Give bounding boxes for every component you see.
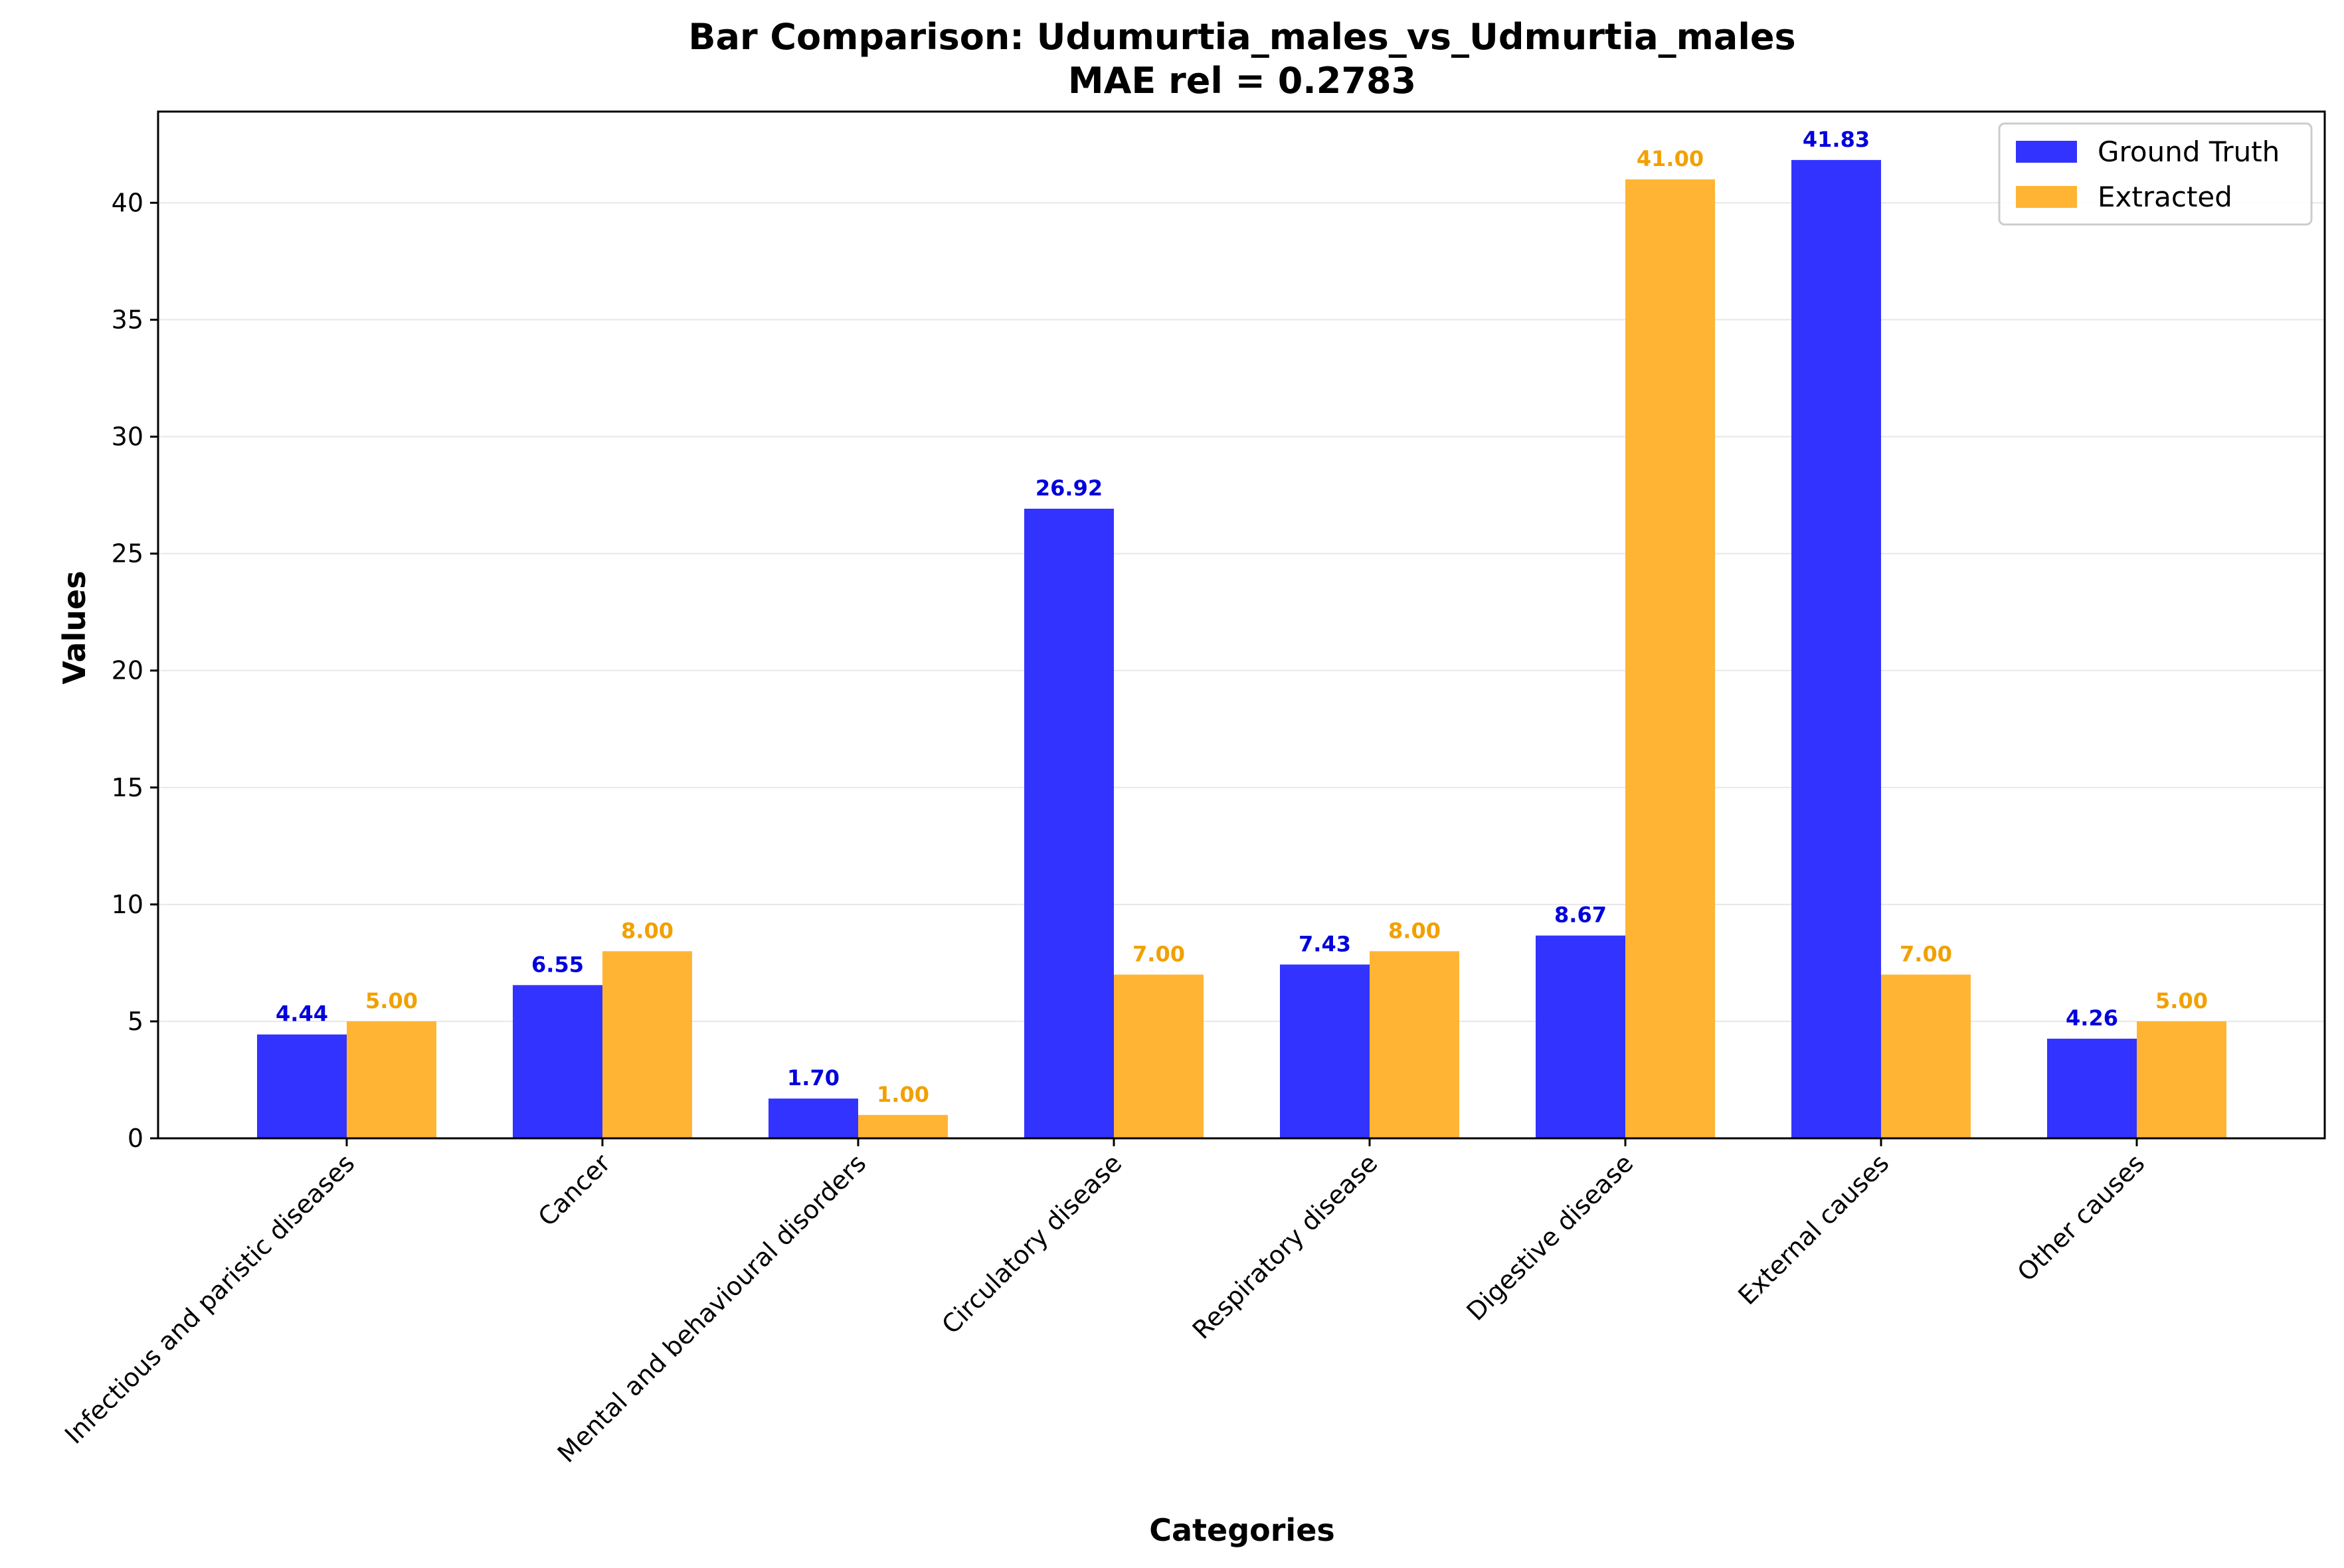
bar <box>1370 951 1459 1138</box>
y-tick-label: 25 <box>112 539 143 568</box>
legend-swatch <box>2016 141 2077 163</box>
bar <box>2047 1038 2137 1138</box>
bar <box>513 985 602 1138</box>
y-tick-label: 0 <box>128 1124 143 1153</box>
bar-value-label: 5.00 <box>2155 988 2208 1013</box>
bar-value-label: 41.00 <box>1637 146 1704 171</box>
bar-value-label: 4.44 <box>276 1002 328 1027</box>
plot-area-frame <box>157 110 2326 1140</box>
bar-value-label: 7.43 <box>1299 931 1351 956</box>
chart-title: Bar Comparison: Udumurtia_males_vs_Udmur… <box>688 16 1795 58</box>
bar <box>1114 974 1204 1138</box>
y-tick-label: 5 <box>128 1007 143 1036</box>
chart-subtitle: MAE rel = 0.2783 <box>1068 60 1416 102</box>
legend-label: Ground Truth <box>2098 135 2280 168</box>
bar-value-label: 6.55 <box>531 952 584 977</box>
y-tick-label: 10 <box>112 890 143 919</box>
bar <box>1791 159 1881 1138</box>
bar <box>2137 1021 2226 1138</box>
bar-value-label: 7.00 <box>1900 941 1952 966</box>
bar <box>1280 964 1370 1138</box>
x-axis-label: Categories <box>1149 1512 1335 1548</box>
bar-value-label: 8.00 <box>621 918 674 943</box>
bar-value-label: 26.92 <box>1036 476 1103 501</box>
legend-label: Extracted <box>2098 181 2232 213</box>
bar-value-label: 41.83 <box>1803 127 1870 152</box>
bar <box>257 1034 347 1138</box>
value-labels: 4.44 5.00 6.55 8.00 1.70 1.00 26.92 7.00 7.43 8.0… <box>276 127 2208 1107</box>
y-tick-label: 20 <box>112 656 143 685</box>
bar-value-label: 8.67 <box>1554 903 1607 928</box>
bar-value-label: 5.00 <box>365 988 418 1013</box>
bar <box>1536 935 1625 1138</box>
y-tick-label: 30 <box>112 422 143 452</box>
legend-frame <box>1998 122 2313 226</box>
bar <box>1881 974 1971 1138</box>
y-tick-label: 35 <box>112 305 143 334</box>
bar <box>1625 179 1715 1138</box>
bar <box>602 951 692 1138</box>
bar-value-label: 1.00 <box>877 1082 929 1107</box>
y-tick-label: 15 <box>112 773 143 802</box>
y-axis-label: Values <box>56 570 92 684</box>
bars <box>257 159 2226 1138</box>
bar-value-label: 4.26 <box>2066 1005 2118 1031</box>
legend-swatch <box>2016 186 2077 208</box>
bar-value-label: 7.00 <box>1132 941 1185 966</box>
bar <box>347 1021 436 1138</box>
y-axis-ticks: 0 5 10 15 20 25 30 35 40 <box>112 188 158 1153</box>
y-tick-label: 40 <box>112 188 143 217</box>
bar <box>858 1114 948 1138</box>
bar <box>1024 508 1114 1138</box>
legend: Ground Truth Extracted <box>1998 122 2313 226</box>
bar-value-label: 8.00 <box>1388 918 1441 943</box>
bar <box>768 1098 858 1138</box>
bar-value-label: 1.70 <box>787 1065 840 1090</box>
